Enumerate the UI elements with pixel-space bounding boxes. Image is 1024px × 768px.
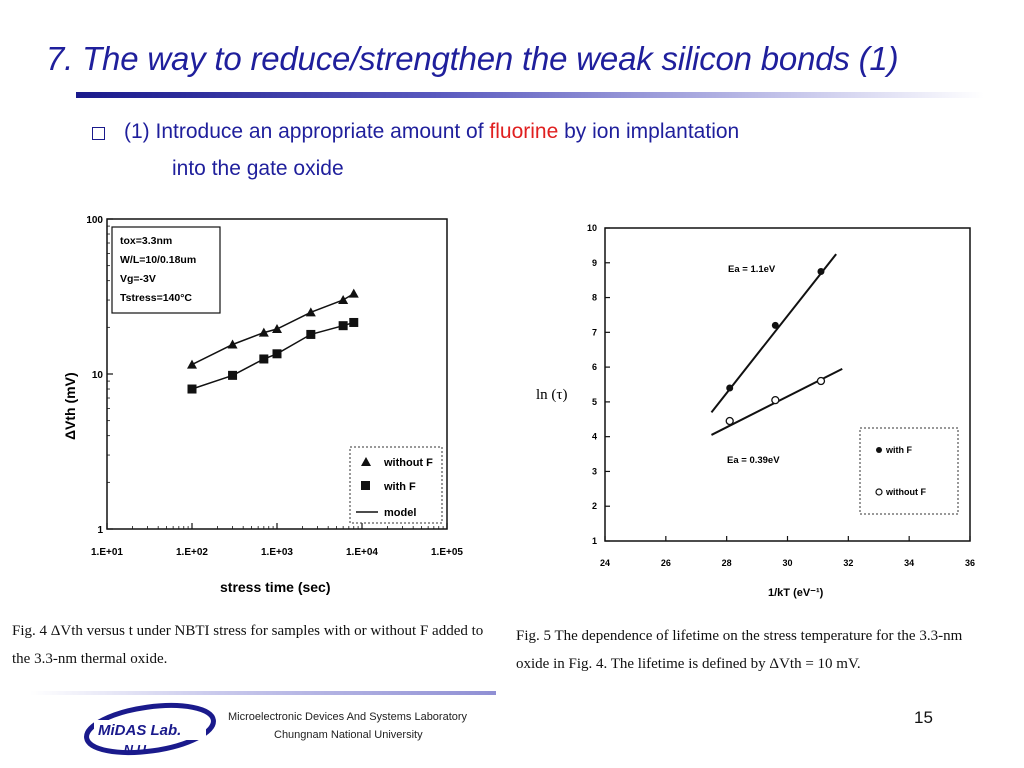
fig4-legend-triangle-icon xyxy=(361,457,371,466)
fig5-caption-line-2: oxide in Fig. 4. The lifetime is defined… xyxy=(516,656,861,672)
fig5-y-label: ln (τ) xyxy=(536,387,567,403)
fig4-point-with-f xyxy=(272,349,282,359)
fig4-point-with-f xyxy=(228,370,238,380)
fig4-point-without-f xyxy=(258,327,269,337)
midas-lab-logo: MiDAS Lab. .N.U xyxy=(84,702,216,757)
fig5-y-tick-label: 3 xyxy=(592,466,597,476)
fig4-legend-label-2: model xyxy=(384,507,416,519)
fig5-legend-open-circle-icon xyxy=(875,488,883,496)
fig5-point-without-f xyxy=(771,395,780,405)
fig5-y-tick-label: 6 xyxy=(592,362,597,372)
fig5-point-without-f xyxy=(725,416,734,426)
logo-text-line-1: MiDAS Lab. xyxy=(98,722,181,739)
fig5-y-tick-label: 9 xyxy=(592,258,597,268)
fig4-point-with-f xyxy=(187,384,197,394)
fig4-point-without-f xyxy=(227,339,238,349)
fig5-point-with-f xyxy=(817,267,825,275)
fig4-point-with-f xyxy=(349,317,359,327)
bullet-line-2: into the gate oxide xyxy=(172,157,344,180)
page-number: 15 xyxy=(914,708,933,727)
fig5-y-tick-label: 10 xyxy=(587,223,597,233)
fig4-conditions-box xyxy=(111,226,221,314)
fig5-y-tick-label: 2 xyxy=(592,501,597,511)
fig4-point-without-f xyxy=(305,307,316,317)
fig5-x-tick-label: 30 xyxy=(782,558,792,568)
fig4-point-without-f xyxy=(348,288,359,298)
fig4-point-with-f xyxy=(259,354,269,364)
fig4-point-without-f xyxy=(272,324,282,334)
fig4-x-tick-label: 1.E+03 xyxy=(261,547,293,558)
fig4-y-tick-label: 10 xyxy=(92,370,104,381)
fig5-x-tick-label: 34 xyxy=(904,558,914,568)
fig5-caption-line-1: Fig. 5 The dependence of lifetime on the… xyxy=(516,628,963,644)
fig4-point-without-f xyxy=(338,295,349,305)
fig4-x-tick-label: 1.E+05 xyxy=(431,547,463,558)
fig4-point-with-f xyxy=(306,329,316,339)
fig5-x-tick-label: 36 xyxy=(965,558,975,568)
fig4-x-label: stress time (sec) xyxy=(220,579,331,595)
fig4-legend-label-1: with F xyxy=(383,481,416,493)
fig4-caption-line-1: Fig. 4 ΔVth versus t under NBTI stress f… xyxy=(12,623,484,639)
fig5-x-tick-label: 26 xyxy=(661,558,671,568)
fig4-x-tick-label: 1.E+01 xyxy=(91,547,123,558)
footer-rule xyxy=(30,691,496,695)
logo-text-line-2: .N.U xyxy=(120,742,147,757)
fig5-y-tick-label: 4 xyxy=(592,432,597,442)
fig4-caption: Fig. 4 ΔVth versus t under NBTI stress f… xyxy=(12,617,483,673)
lab-name: Microelectronic Devices And Systems Labo… xyxy=(228,711,468,723)
fig4-legend-label-0: without F xyxy=(383,457,433,469)
fig5-legend xyxy=(859,427,959,515)
fig4-y-label: ΔVth (mV) xyxy=(62,372,78,440)
fig4-x-tick-label: 1.E+04 xyxy=(346,547,378,558)
fig5-y-tick-label: 1 xyxy=(592,536,597,546)
bullet-line-1: (1) Introduce an appropriate amount of f… xyxy=(124,120,739,144)
fig4-condition-2: Vg=-3V xyxy=(120,273,156,285)
fig5-point-with-f xyxy=(771,321,779,329)
fig5-x-tick-label: 32 xyxy=(843,558,853,568)
title-underline xyxy=(76,92,984,98)
fig4-condition-1: W/L=10/0.18um xyxy=(120,254,196,266)
fig4-x-tick-label: 1.E+02 xyxy=(176,547,208,558)
fig5-x-tick-label: 24 xyxy=(600,558,610,568)
fig5-annotation-0: Ea = 1.1eV xyxy=(728,264,776,275)
fig4-legend-square-icon xyxy=(361,481,370,490)
fig4-point-without-f xyxy=(187,359,197,369)
bullet-highlight: fluorine xyxy=(489,120,559,143)
bullet-text-after: by ion implantation xyxy=(558,120,740,143)
fig5-y-tick-label: 5 xyxy=(592,397,597,407)
fig4-y-tick-label: 100 xyxy=(86,215,103,226)
fig5-caption: Fig. 5 The dependence of lifetime on the… xyxy=(516,622,962,678)
university-name: Chungnam National University xyxy=(274,729,423,741)
slide-title: 7. The way to reduce/strengthen the weak… xyxy=(46,40,899,77)
fig5-point-with-f xyxy=(726,384,734,392)
fig5-annotation-1: Ea = 0.39eV xyxy=(727,455,780,466)
fig4-condition-3: Tstress=140°C xyxy=(120,292,192,304)
checkbox-bullet-icon xyxy=(92,127,105,140)
bullet-text-before: Introduce an appropriate amount of xyxy=(155,120,490,143)
fig5-y-tick-label: 8 xyxy=(592,293,597,303)
fig4-point-with-f xyxy=(338,321,348,331)
fig5-legend-label-0: with F xyxy=(885,445,912,455)
fig5-x-tick-label: 28 xyxy=(722,558,732,568)
bullet-prefix: (1) xyxy=(124,120,156,143)
fig5-point-without-f xyxy=(816,376,826,386)
fig4-condition-0: tox=3.3nm xyxy=(120,235,172,247)
fig4-y-tick-label: 1 xyxy=(97,525,103,536)
fig5-y-tick-label: 7 xyxy=(592,327,597,337)
fig5-x-label: 1/kT (eV⁻¹) xyxy=(768,587,824,599)
fig4-chart: 100 10 1 1.E+01 1.E+02 1.E+03 1.E+04 1.E+05 ΔVt… xyxy=(62,215,463,595)
fig5-legend-label-1: without F xyxy=(885,487,926,497)
fig5-legend-filled-circle-icon xyxy=(876,447,882,453)
fig4-caption-line-2: the 3.3-nm thermal oxide. xyxy=(12,651,168,667)
